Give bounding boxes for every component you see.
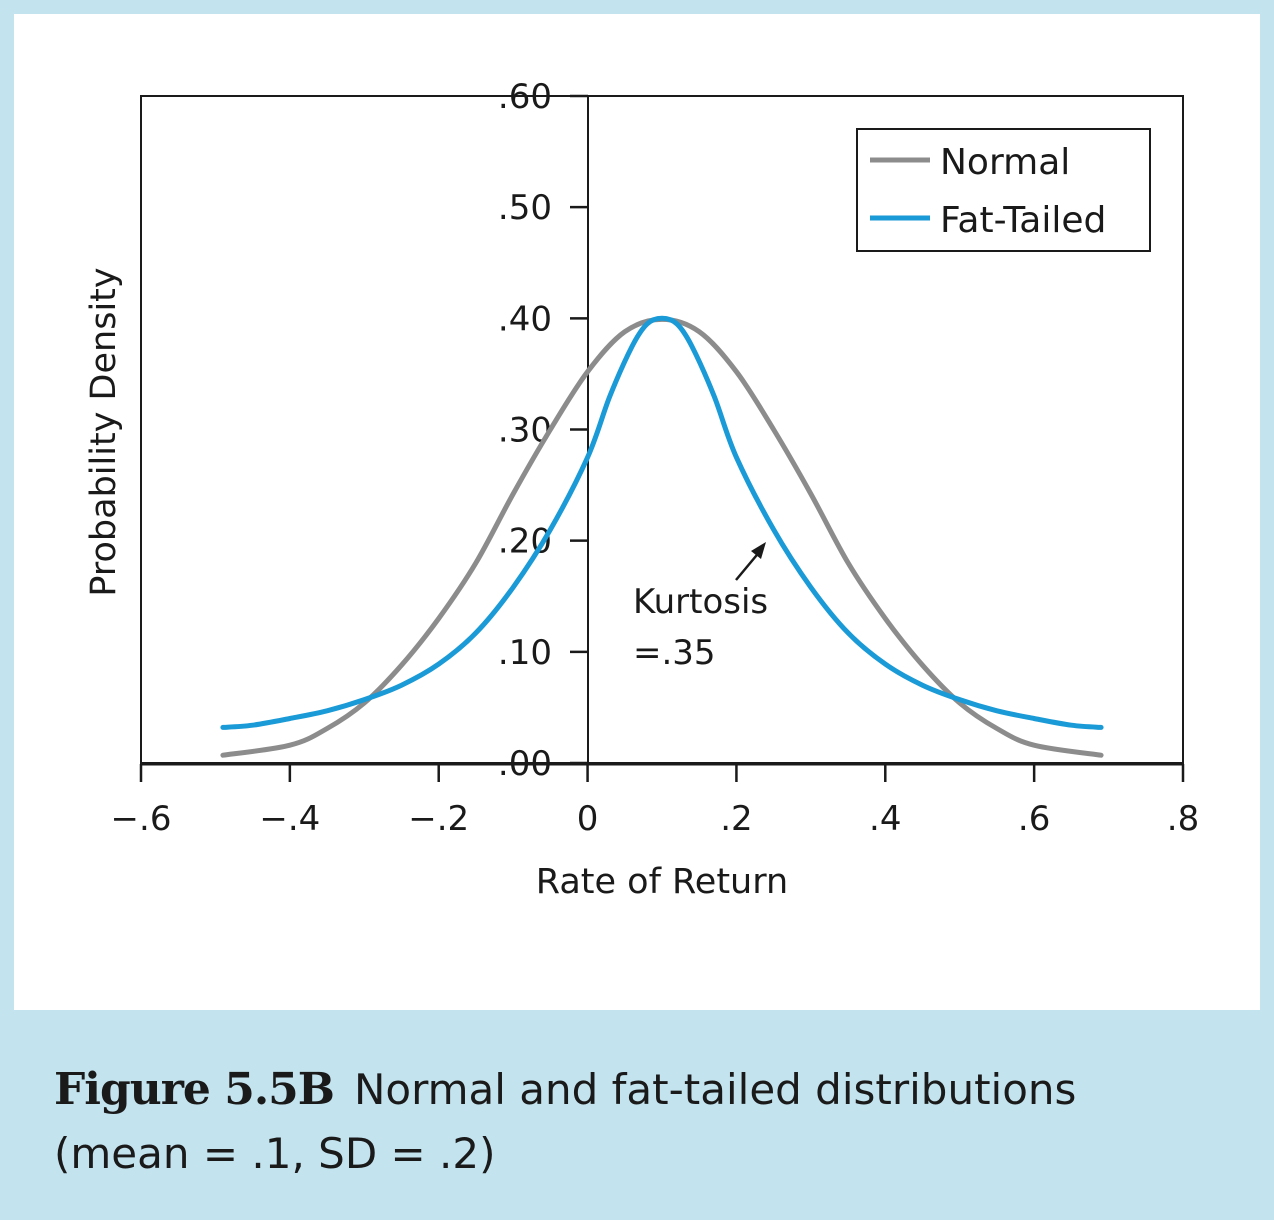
legend-box: [856, 128, 1151, 252]
kurtosis-annotation: Kurtosis =.35: [633, 542, 768, 673]
y-tick-label: .40: [498, 299, 552, 339]
series-layer: [220, 315, 1104, 758]
caption-line-1: Figure 5.5B Normal and fat-tailed distrib…: [54, 1058, 1234, 1122]
x-tick-label: .6: [1018, 799, 1050, 839]
caption-line-2: (mean = .1, SD = .2): [54, 1129, 496, 1178]
x-tick-label: −.6: [111, 799, 172, 839]
x-tick-label: .8: [1167, 799, 1199, 839]
legend-label-fat-tailed: Fat-Tailed: [940, 200, 1106, 241]
x-tick-label: −.4: [259, 799, 320, 839]
figure-caption: Figure 5.5B Normal and fat-tailed distrib…: [54, 1058, 1234, 1186]
y-tick-label: .10: [498, 633, 552, 673]
series-line-normal: [220, 316, 1104, 758]
x-tick-label: −.2: [408, 799, 469, 839]
chart: −.6 −.4 −.2 0.2.4.6.8 .00.10.20.30.40.50.60…: [84, 77, 1199, 902]
x-ticks: −.6 −.4 −.2 0 .2 .4 .6 .8: [111, 764, 1199, 839]
legend-label-normal: Normal: [940, 142, 1070, 183]
series-line-fat-tailed: [220, 315, 1104, 730]
y-tick-label: .50: [498, 188, 552, 228]
annotation-line2: =.35: [633, 633, 716, 673]
figure-label: Figure 5.5B: [54, 1064, 335, 1115]
annotation-arrowhead: [751, 542, 766, 559]
x-tick-label: .2: [720, 799, 752, 839]
x-axis-title: Rate of Return: [536, 862, 788, 902]
legend: Normal Fat-Tailed: [856, 128, 1151, 252]
y-tick-label: .60: [498, 77, 552, 117]
annotation-line1: Kurtosis: [633, 582, 768, 622]
caption-band: [0, 1010, 1274, 1220]
x-tick-label: .4: [869, 799, 901, 839]
y-tick-label: .00: [498, 744, 552, 784]
y-axis-title: Probability Density: [84, 267, 124, 596]
y-ticks: .00.10.20.30.40.50.60: [498, 77, 588, 784]
caption-title: Normal and fat-tailed distributions: [353, 1065, 1077, 1114]
x-tick-label: 0: [577, 799, 599, 839]
